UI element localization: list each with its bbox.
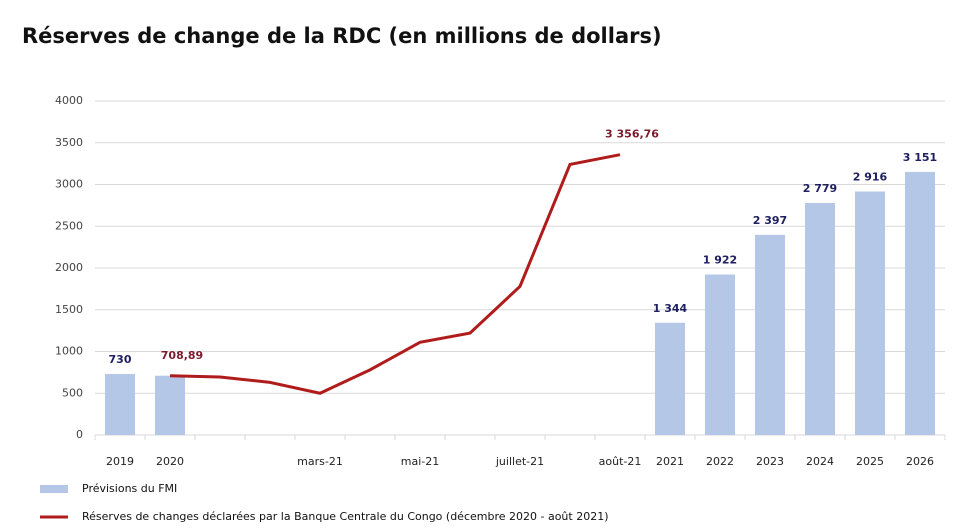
bar: [655, 322, 685, 435]
data-label: 2 397: [753, 214, 787, 227]
data-label: 3 151: [903, 151, 937, 164]
x-tick-label: mars-21: [297, 455, 343, 468]
x-tick-label: 2025: [856, 455, 884, 468]
data-label: 2 916: [853, 171, 888, 184]
y-tick-label: 4000: [55, 94, 83, 107]
bar: [805, 202, 835, 435]
y-tick-label: 3000: [55, 178, 83, 191]
legend-label: Prévisions du FMI: [82, 482, 177, 495]
data-label: 708,89: [161, 349, 203, 362]
bar: [155, 375, 185, 435]
x-tick-label: mai-21: [401, 455, 439, 468]
x-tick-label: 2020: [156, 455, 184, 468]
x-tick-label: 2024: [806, 455, 834, 468]
legend-swatch: [40, 485, 68, 493]
legend-label: Réserves de changes déclarées par la Ban…: [82, 510, 609, 523]
x-tick-label: 2022: [706, 455, 734, 468]
data-label: 730: [109, 353, 132, 366]
line: [169, 153, 621, 395]
bar: [705, 274, 735, 435]
x-tick-label: 2019: [106, 455, 134, 468]
y-tick-label: 1500: [55, 303, 83, 316]
data-label: 3 356,76: [605, 128, 659, 141]
x-tick-label: 2023: [756, 455, 784, 468]
data-label: 1 922: [703, 254, 737, 267]
chart-title: Réserves de change de la RDC (en million…: [22, 24, 662, 48]
y-tick-label: 0: [76, 428, 83, 441]
bar: [855, 191, 885, 435]
y-tick-label: 1000: [55, 345, 83, 358]
y-tick-label: 2500: [55, 219, 83, 232]
data-label: 1 344: [653, 302, 688, 315]
x-tick-label: 2021: [656, 455, 684, 468]
x-tick-label: juillet-21: [495, 455, 544, 468]
x-tick-label: 2026: [906, 455, 934, 468]
x-tick-label: août-21: [599, 455, 642, 468]
bar: [755, 234, 785, 435]
y-tick-label: 3500: [55, 136, 83, 149]
y-tick-label: 500: [62, 386, 83, 399]
data-label: 2 779: [803, 182, 837, 195]
bar: [105, 374, 135, 435]
y-tick-label: 2000: [55, 261, 83, 274]
bar: [905, 171, 935, 436]
